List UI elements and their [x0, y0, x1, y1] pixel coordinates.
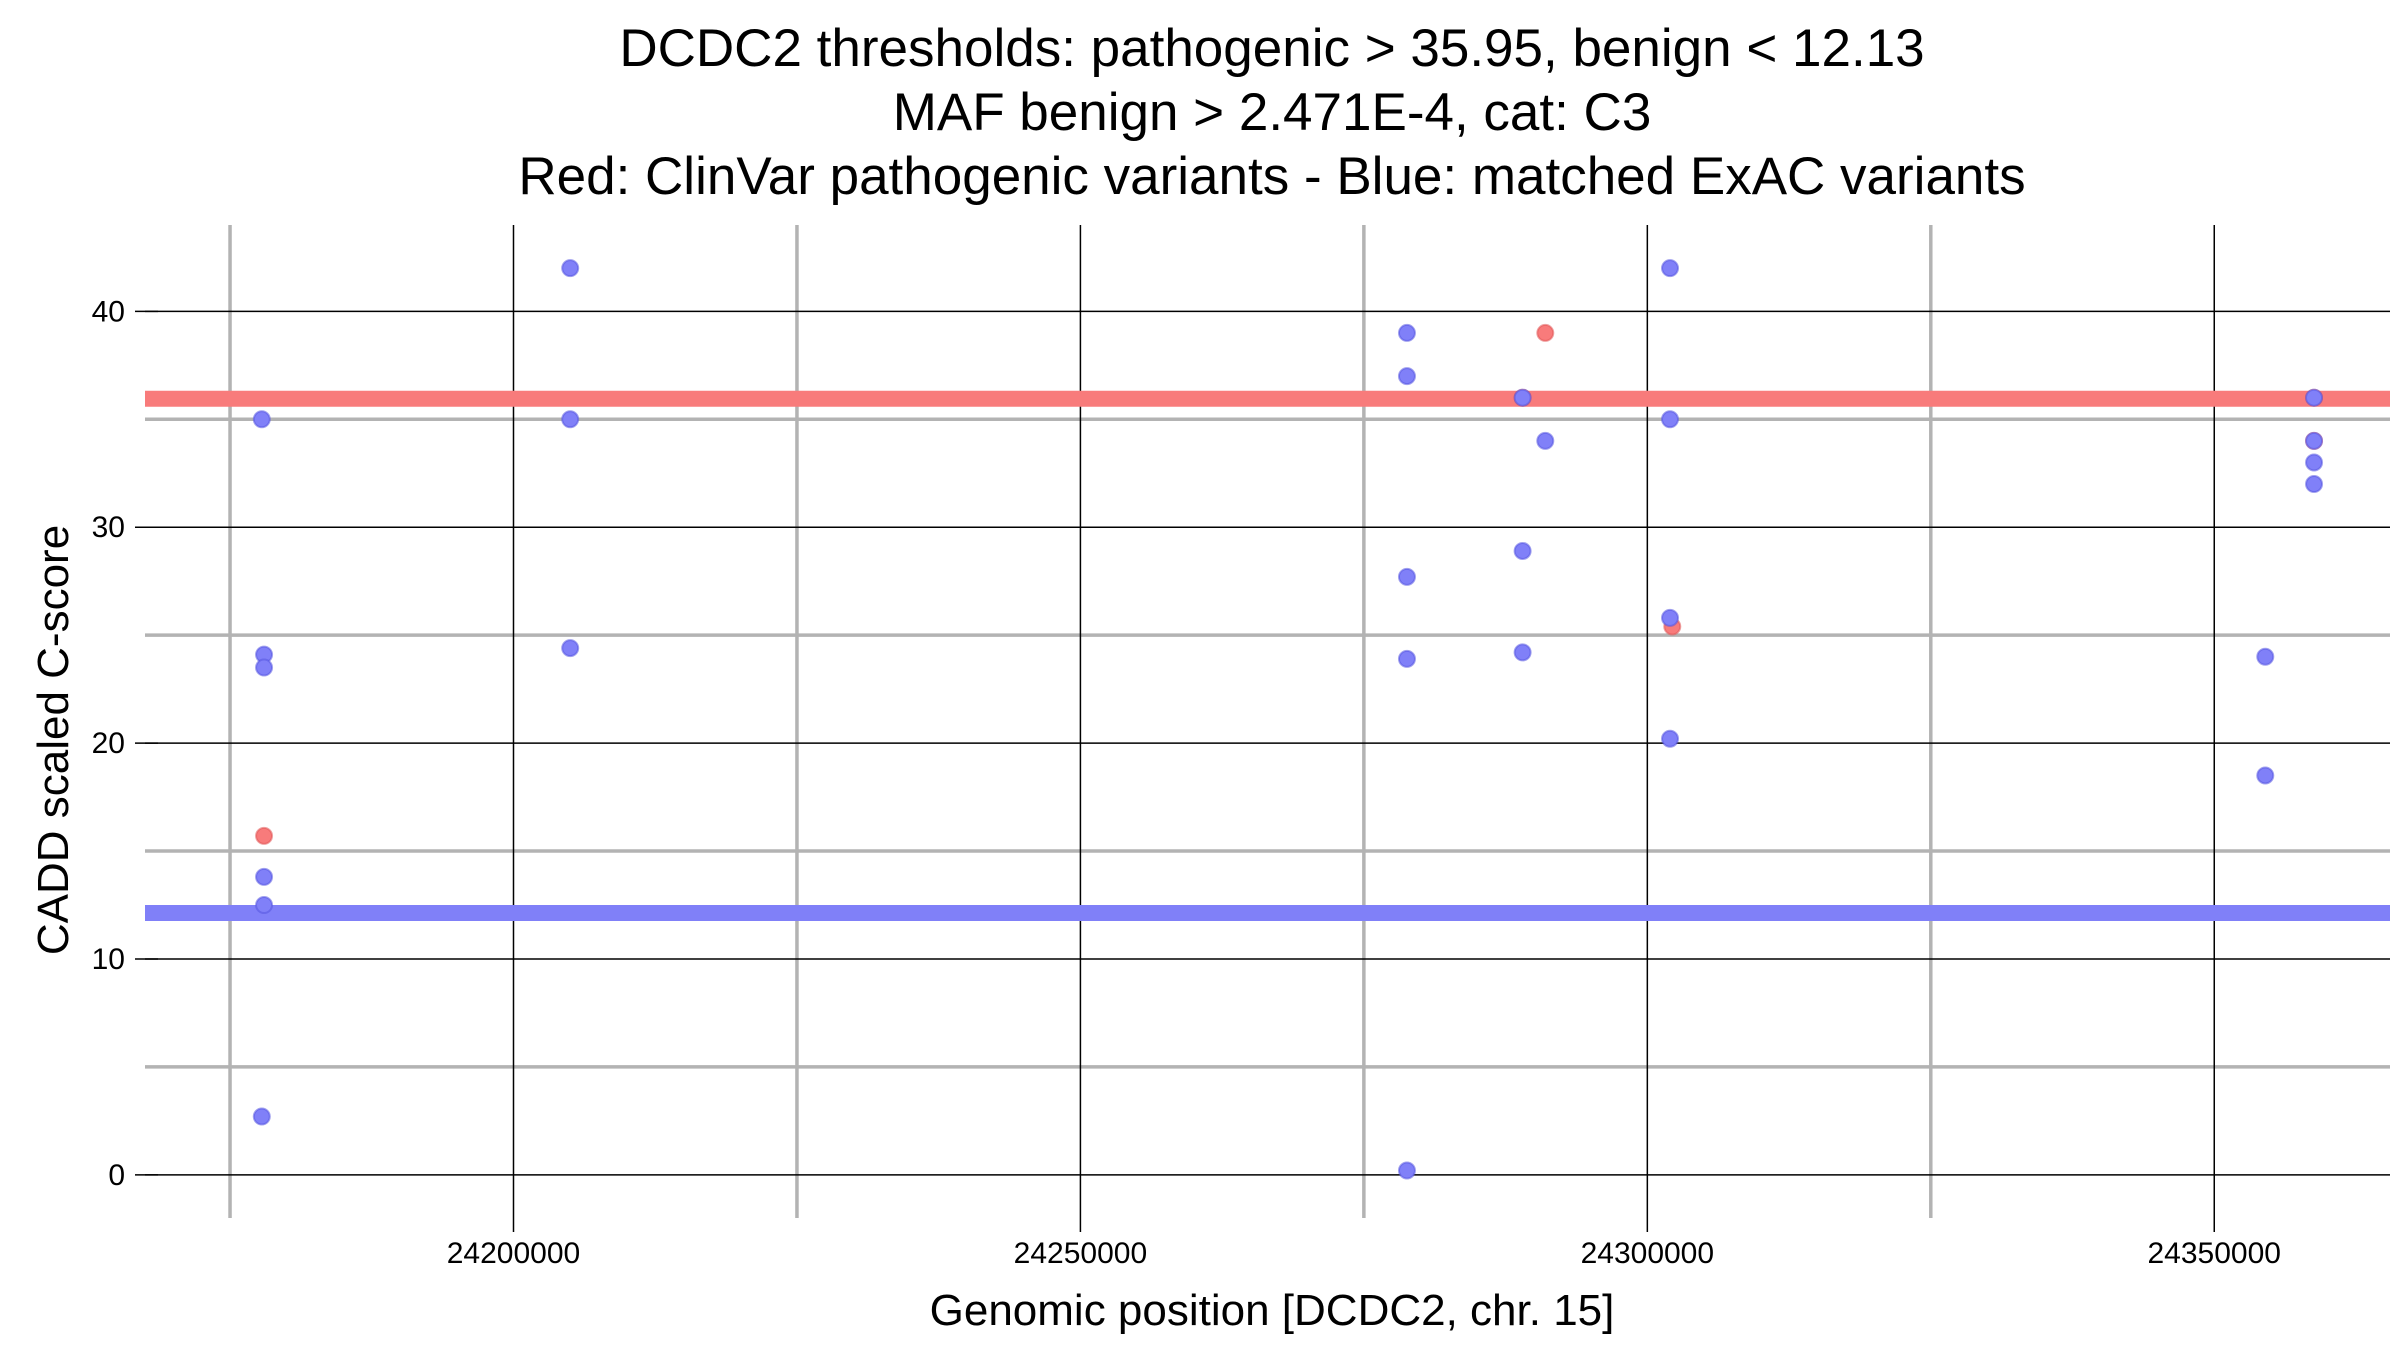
data-point [1661, 729, 1680, 748]
data-point [255, 826, 274, 845]
x-axis-label: Genomic position [DCDC2, chr. 15] [930, 1286, 1615, 1335]
data-point [2305, 453, 2324, 472]
data-point [2305, 431, 2324, 450]
y-tick-label: 0 [108, 1159, 125, 1192]
threshold-lines [145, 390, 2390, 921]
data-point [255, 867, 274, 886]
data-point [561, 639, 580, 658]
data-points [252, 259, 2324, 1180]
data-point [252, 1107, 271, 1126]
y-tick-label: 20 [92, 727, 125, 760]
data-point [2256, 766, 2275, 785]
data-point [1397, 323, 1416, 342]
data-point [255, 895, 274, 914]
chart-title: DCDC2 thresholds: pathogenic > 35.95, be… [518, 19, 2025, 206]
data-point [2256, 647, 2275, 666]
data-point [1397, 367, 1416, 386]
x-tick-label: 24250000 [1014, 1237, 1147, 1270]
data-point [1397, 649, 1416, 668]
y-tick-label: 10 [92, 943, 125, 976]
data-point [252, 410, 271, 429]
data-point [561, 259, 580, 278]
data-point [1397, 567, 1416, 586]
data-point [1661, 259, 1680, 278]
data-point [561, 410, 580, 429]
y-tick-label: 30 [92, 511, 125, 544]
data-point [1661, 410, 1680, 429]
data-point [255, 658, 274, 677]
data-point [1536, 431, 1555, 450]
x-tick-label: 24200000 [447, 1237, 580, 1270]
y-axis: 0 10 20 30 40 [92, 295, 158, 1192]
data-point [1397, 1161, 1416, 1180]
data-point [1513, 541, 1532, 560]
data-point [2305, 388, 2324, 407]
major-gridlines [145, 225, 2390, 1218]
y-axis-label: CADD scaled C-score [29, 525, 78, 955]
data-point [1513, 388, 1532, 407]
data-point [1661, 608, 1680, 627]
data-point [1513, 643, 1532, 662]
x-tick-label: 24350000 [2148, 1237, 2281, 1270]
minor-gridlines [145, 225, 2390, 1218]
y-tick-label: 40 [92, 295, 125, 328]
data-point [1536, 323, 1555, 342]
title-line-3: Red: ClinVar pathogenic variants - Blue:… [518, 147, 2025, 206]
x-axis: 24200000 24250000 24300000 24350000 [447, 1218, 2281, 1270]
title-line-1: DCDC2 thresholds: pathogenic > 35.95, be… [619, 19, 1924, 78]
x-tick-label: 24300000 [1581, 1237, 1714, 1270]
title-line-2: MAF benign > 2.471E-4, cat: C3 [893, 83, 1652, 142]
data-point [2305, 475, 2324, 494]
